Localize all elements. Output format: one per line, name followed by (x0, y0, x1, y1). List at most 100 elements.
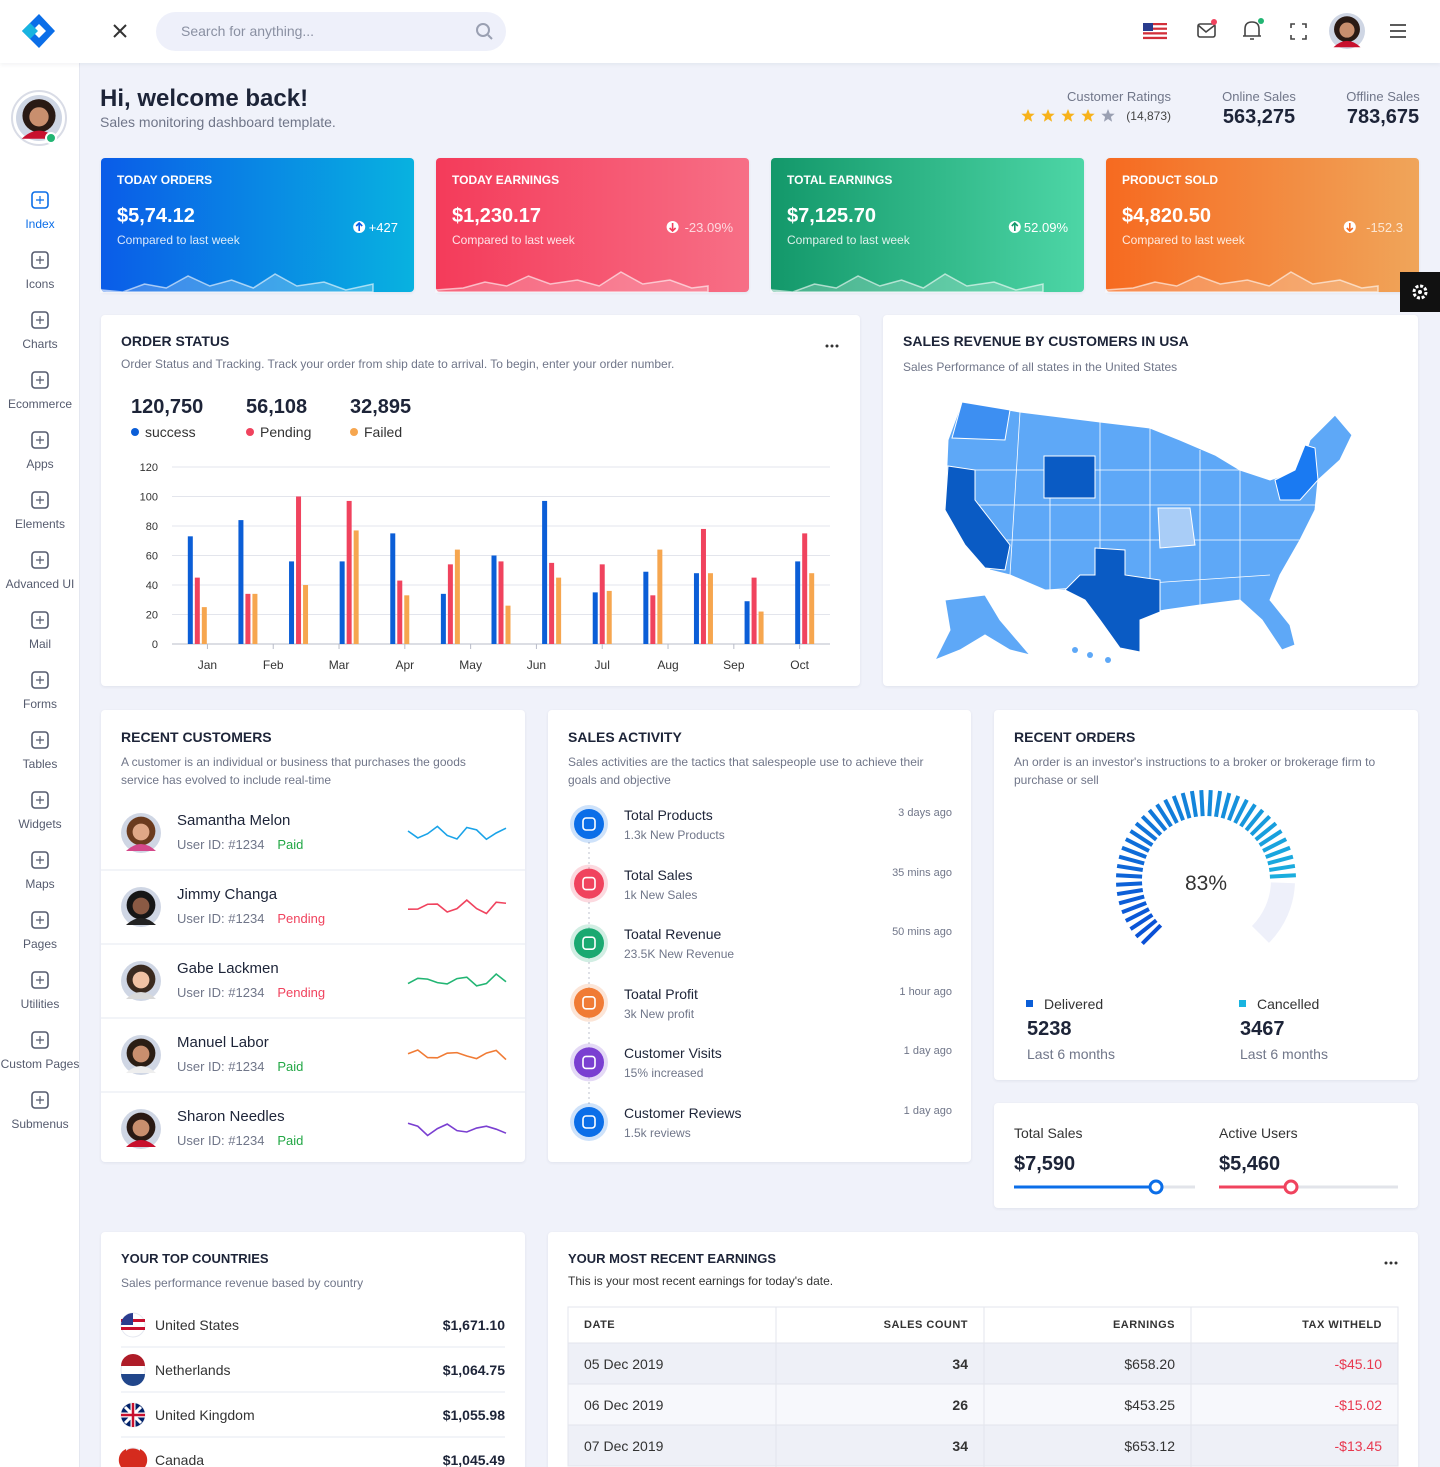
stat-label: Customer Ratings (1066, 88, 1171, 104)
customer-status: Paid (277, 1132, 304, 1148)
card-title: YOUR TOP COUNTRIES (121, 1250, 269, 1266)
card-title: ORDER STATUS (121, 333, 230, 349)
total-value: 120,750 (131, 396, 204, 418)
table-cell: $653.12 (1124, 1438, 1175, 1454)
menu-item[interactable]: Advanced UI (5, 577, 75, 591)
activity-time: 1 hour ago (899, 985, 952, 998)
legend-label: Failed (364, 424, 403, 440)
slider-label: Active Users (1219, 1125, 1298, 1141)
customer-status: Paid (277, 836, 304, 852)
activity-title: Customer Reviews (624, 1105, 742, 1121)
customer-id: User ID: #1234 (177, 836, 265, 852)
card-title: SALES ACTIVITY (568, 729, 682, 745)
customer-name: Jimmy Changa (177, 886, 278, 903)
column-header: EARNINGS (1112, 1319, 1175, 1331)
table-cell: -$15.02 (1334, 1397, 1382, 1413)
table-cell: 06 Dec 2019 (584, 1397, 664, 1413)
slider-value: $5,460 (1219, 1153, 1281, 1175)
rating-star (1021, 109, 1035, 122)
column-header: SALES COUNT (883, 1319, 968, 1331)
earnings-card (548, 1232, 1418, 1467)
activity-subtitle: 23.5K New Revenue (624, 947, 735, 962)
activity-time: 1 day ago (903, 1105, 952, 1117)
menu-item[interactable]: Forms (23, 697, 57, 711)
card-caption: Compared to last week (117, 233, 240, 247)
card-description: Sales performance revenue based by count… (121, 1276, 364, 1290)
order-stat-label: Delivered (1044, 996, 1104, 1012)
order-status-card (101, 315, 860, 686)
card-description: Sales activities are the tactics that sa… (568, 755, 924, 787)
table-cell: $453.25 (1124, 1397, 1175, 1413)
menu-item[interactable]: Mail (28, 637, 51, 651)
menu-item[interactable]: Maps (25, 877, 55, 891)
card-value: $5,74.12 (117, 205, 195, 227)
menu-item[interactable]: Elements (14, 517, 66, 531)
menu-item[interactable]: Icons (25, 277, 55, 291)
menu-item[interactable]: Ecommerce (7, 397, 72, 411)
customer-name: Samantha Melon (177, 812, 291, 829)
menu-item[interactable]: Index (25, 217, 55, 231)
activity-title: Total Products (624, 807, 713, 823)
card-title: YOUR MOST RECENT EARNINGS (568, 1250, 777, 1266)
stat-card (436, 158, 749, 292)
customer-name: Manuel Labor (177, 1034, 269, 1051)
page-subtitle: Sales monitoring dashboard template. (100, 114, 336, 130)
customer-status: Pending (277, 910, 326, 926)
card-title: RECENT ORDERS (1014, 729, 1136, 745)
activity-title: Toatal Profit (624, 985, 698, 1002)
country-amount: $1,064.75 (442, 1362, 505, 1378)
customer-id: User ID: #1234 (177, 1058, 265, 1074)
activity-time: 50 mins ago (892, 926, 952, 939)
activity-subtitle: 1k New Sales (624, 887, 698, 902)
top-countries-card (101, 1232, 525, 1467)
card-description: Order Status and Tracking. Track your or… (121, 357, 675, 371)
menu-item[interactable]: Pages (22, 937, 58, 951)
sliders-card (994, 1103, 1418, 1208)
stat-value: 783,675 (1346, 106, 1420, 128)
search-placeholder[interactable]: Search for anything... (181, 23, 315, 39)
settings-button[interactable] (1400, 272, 1440, 312)
card-value: $1,230.17 (452, 205, 541, 227)
customer-name: Sharon Needles (177, 1108, 285, 1125)
activity-title: Total Sales (624, 866, 693, 883)
activity-time: 1 day ago (903, 1045, 952, 1058)
column-header: DATE (584, 1319, 616, 1331)
menu-item[interactable]: Submenus (11, 1117, 69, 1131)
stat-card (1106, 158, 1419, 292)
customer-id: User ID: #1234 (177, 910, 265, 926)
customer-status: Pending (277, 984, 326, 1000)
activity-time: 3 days ago (898, 807, 952, 819)
activity-title: Toatal Revenue (624, 926, 722, 943)
rating-star (1041, 109, 1055, 122)
card-change: 52.09% (1023, 219, 1068, 235)
menu-item[interactable]: Tables (22, 757, 58, 771)
menu-item[interactable]: Widgets (18, 817, 62, 831)
rating-count: (14,873) (1126, 109, 1171, 123)
table-cell: 05 Dec 2019 (584, 1356, 664, 1372)
column-header: TAX WITHELD (1302, 1319, 1382, 1331)
stat-label: Offline Sales (1346, 88, 1420, 104)
menu-item[interactable]: Custom Pages (0, 1057, 80, 1071)
table-cell: $658.20 (1124, 1356, 1175, 1372)
menu-item[interactable]: Utilities (20, 997, 60, 1011)
stat-value: 563,275 (1222, 106, 1296, 128)
menu-item[interactable]: Apps (26, 457, 54, 471)
activity-subtitle: 3k New profit (624, 1006, 695, 1021)
customer-status: Paid (277, 1058, 304, 1074)
country-name: Canada (155, 1452, 205, 1467)
table-cell: 07 Dec 2019 (584, 1438, 664, 1454)
legend-label: success (145, 424, 196, 440)
customer-id: User ID: #1234 (177, 984, 265, 1000)
card-description: An order is an investor's instructions t… (1014, 755, 1376, 787)
customer-name: Gabe Lackmen (177, 960, 279, 977)
table-cell: -$45.10 (1334, 1356, 1382, 1372)
card-caption: Compared to last week (452, 233, 575, 247)
recent-orders-card (994, 710, 1418, 1080)
order-stat-period: Last 6 months (1027, 1046, 1115, 1062)
recent-customers-card (101, 710, 525, 1162)
activity-subtitle: 15% increased (624, 1066, 704, 1081)
menu-item[interactable]: Charts (22, 337, 58, 351)
slider-label: Total Sales (1014, 1125, 1083, 1141)
gauge-label: 83% (1184, 871, 1228, 895)
